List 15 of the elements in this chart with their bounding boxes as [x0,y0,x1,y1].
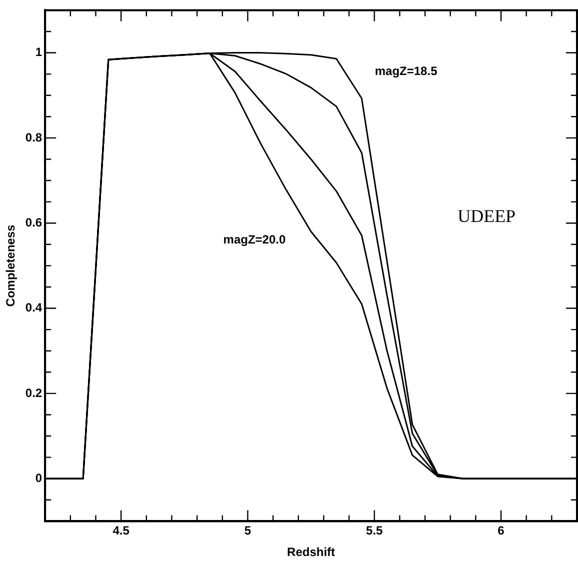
y-tick-label: 0 [35,470,42,485]
y-tick-label: 0.8 [25,130,42,144]
y-tick-label: 0.4 [25,300,42,315]
x-tick-label: 6 [498,524,505,538]
x-tick-label: 4.5 [112,524,130,538]
x-tick-label: 5.5 [366,524,384,538]
annotation: magZ=20.0 [223,232,286,246]
y-tick-label: 1 [35,45,42,60]
y-tick-label: 0.2 [25,386,42,400]
annotation: UDEEP [458,206,516,226]
y-tick-label: 0.6 [25,215,42,230]
y-axis-title: Completeness [4,224,18,307]
x-tick-label: 5 [244,524,252,538]
x-axis-title: Redshift [287,545,336,560]
annotation: magZ=18.5 [374,64,438,78]
